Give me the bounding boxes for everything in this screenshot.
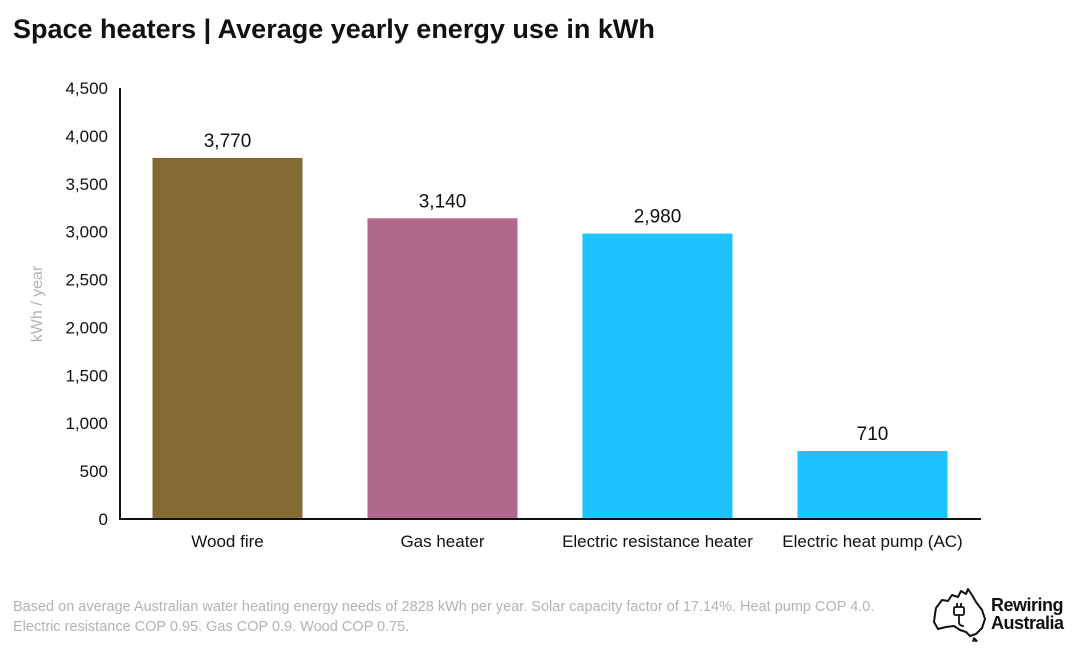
bars (152, 157, 948, 520)
y-tick-label: 4,000 (65, 127, 108, 146)
y-tick-label: 2,500 (65, 271, 108, 290)
x-axis-categories: Wood fire Gas heater Electric resistance h… (191, 532, 962, 551)
y-tick-label: 3,500 (65, 175, 108, 194)
y-tick-label: 500 (80, 462, 108, 481)
x-tick-label: Wood fire (191, 532, 263, 551)
data-label: 710 (857, 424, 889, 445)
y-tick-label: 1,500 (65, 366, 108, 385)
data-label: 3,770 (204, 131, 252, 152)
y-axis-label: kWh / year (29, 265, 46, 342)
bar-chart: 0 500 1,000 1,500 2,000 2,500 3,000 3,500 4,000 4… (29, 79, 981, 551)
data-label: 3,140 (419, 191, 467, 212)
footnote: Based on average Australian water heatin… (13, 599, 875, 635)
rewiring-australia-logo: Rewiring Australia (930, 586, 1070, 642)
bar (367, 218, 518, 519)
data-labels: 3,770 3,140 2,980 710 (204, 131, 889, 445)
y-tick-label: 2,000 (65, 318, 108, 337)
x-tick-label: Electric heat pump (AC) (782, 532, 962, 551)
data-label: 2,980 (634, 207, 682, 228)
x-tick-label: Electric resistance heater (562, 532, 753, 551)
y-tick-label: 4,500 (65, 79, 108, 98)
bar (152, 157, 303, 519)
x-tick-label: Gas heater (400, 532, 484, 551)
y-tick-label: 0 (99, 510, 108, 529)
logo-line-1: Rewiring (991, 595, 1064, 615)
logo-line-2: Australia (991, 613, 1064, 633)
y-axis-ticks: 0 500 1,000 1,500 2,000 2,500 3,000 3,500 4,000 4… (65, 79, 108, 529)
y-tick-label: 1,000 (65, 414, 108, 433)
chart-title: Space heaters | Average yearly energy us… (13, 14, 655, 44)
australia-map-plug-icon (933, 588, 986, 642)
y-tick-label: 3,000 (65, 223, 108, 242)
bar (582, 233, 733, 520)
bar (797, 450, 948, 519)
